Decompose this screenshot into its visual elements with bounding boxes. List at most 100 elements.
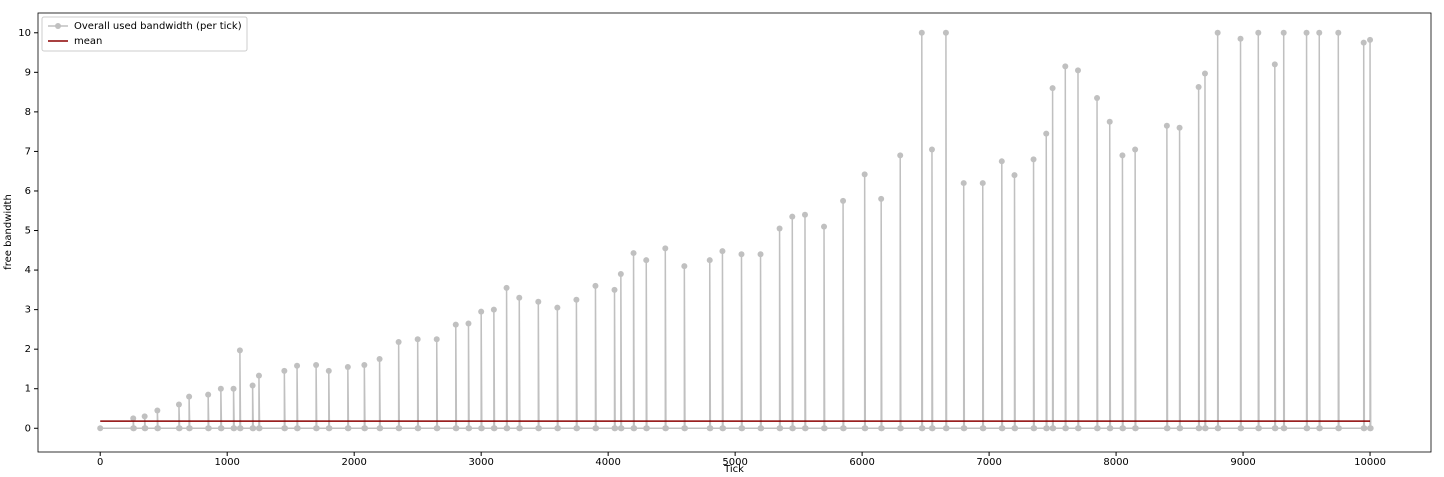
point [313,361,320,368]
point [1335,425,1342,432]
legend-marker [55,23,61,29]
point [313,425,320,432]
point [643,257,650,264]
x-tick-label: 6000 [849,457,874,468]
point [928,146,935,153]
point [617,271,624,278]
x-tick-label: 4000 [595,457,620,468]
point [217,385,224,392]
point [154,407,161,414]
point [1280,29,1287,36]
point [878,195,885,202]
point [415,425,422,432]
point [1316,29,1323,36]
point [453,425,460,432]
point [1030,156,1037,163]
point [840,197,847,204]
point [230,385,237,392]
point [821,425,828,432]
point [592,282,599,289]
point [466,425,473,432]
point [707,425,714,432]
point [175,401,182,408]
point [554,304,561,311]
x-tick-label: 0 [97,457,103,468]
point [630,250,637,257]
point [942,29,949,36]
y-tick-label: 9 [25,67,31,78]
y-tick-label: 5 [25,226,31,237]
point [478,425,485,432]
point [777,425,784,432]
point [236,347,243,354]
point [980,425,987,432]
point [1043,425,1050,432]
legend-box [41,16,248,52]
y-tick-label: 3 [25,305,31,316]
point [999,425,1006,432]
point [205,425,212,432]
point [326,425,333,432]
point [1281,425,1288,432]
point [1316,425,1323,432]
point [611,286,618,293]
point [1195,83,1202,90]
point [1360,39,1367,46]
point [1107,425,1114,432]
point [231,425,238,432]
point [1335,29,1342,36]
point [154,425,161,432]
point [361,361,368,368]
y-tick-label: 8 [25,107,31,118]
point [897,425,904,432]
point [789,425,796,432]
point [612,425,619,432]
y-tick-label: 6 [25,186,31,197]
point [535,425,542,432]
point [1271,61,1278,68]
point [862,425,869,432]
point [237,425,244,432]
y-tick-label: 0 [25,423,31,434]
point [414,336,421,343]
point [1202,425,1209,432]
point [130,425,137,432]
point [720,425,727,432]
point [758,425,765,432]
plot-area [38,13,1431,452]
point [516,425,523,432]
point [281,367,288,374]
point [433,336,440,343]
point [618,425,625,432]
point [919,425,926,432]
point [186,425,193,432]
legend: Overall used bandwidth (per tick) mean [41,16,248,52]
point [294,362,301,369]
point [1132,146,1139,153]
point [802,425,809,432]
x-axis-label: Tick [723,464,744,473]
point [1272,425,1279,432]
y-axis-label: free bandwidth [3,194,14,270]
x-tick-label: 10000 [1354,457,1386,468]
x-tick-label: 3000 [468,457,493,468]
point [574,425,581,432]
point [1215,425,1222,432]
point [662,245,669,252]
point [130,415,137,422]
point [1177,425,1184,432]
x-tick-label: 2000 [341,457,366,468]
series-line [100,32,1372,430]
point [1303,29,1310,36]
point [631,425,638,432]
point [250,425,257,432]
point [255,372,262,379]
legend-label: Overall used bandwidth (per tick) [74,21,242,32]
point [960,180,967,187]
x-tick-label: 1000 [214,457,239,468]
plot-frame [37,12,1432,453]
point [979,180,986,187]
point [1031,425,1038,432]
